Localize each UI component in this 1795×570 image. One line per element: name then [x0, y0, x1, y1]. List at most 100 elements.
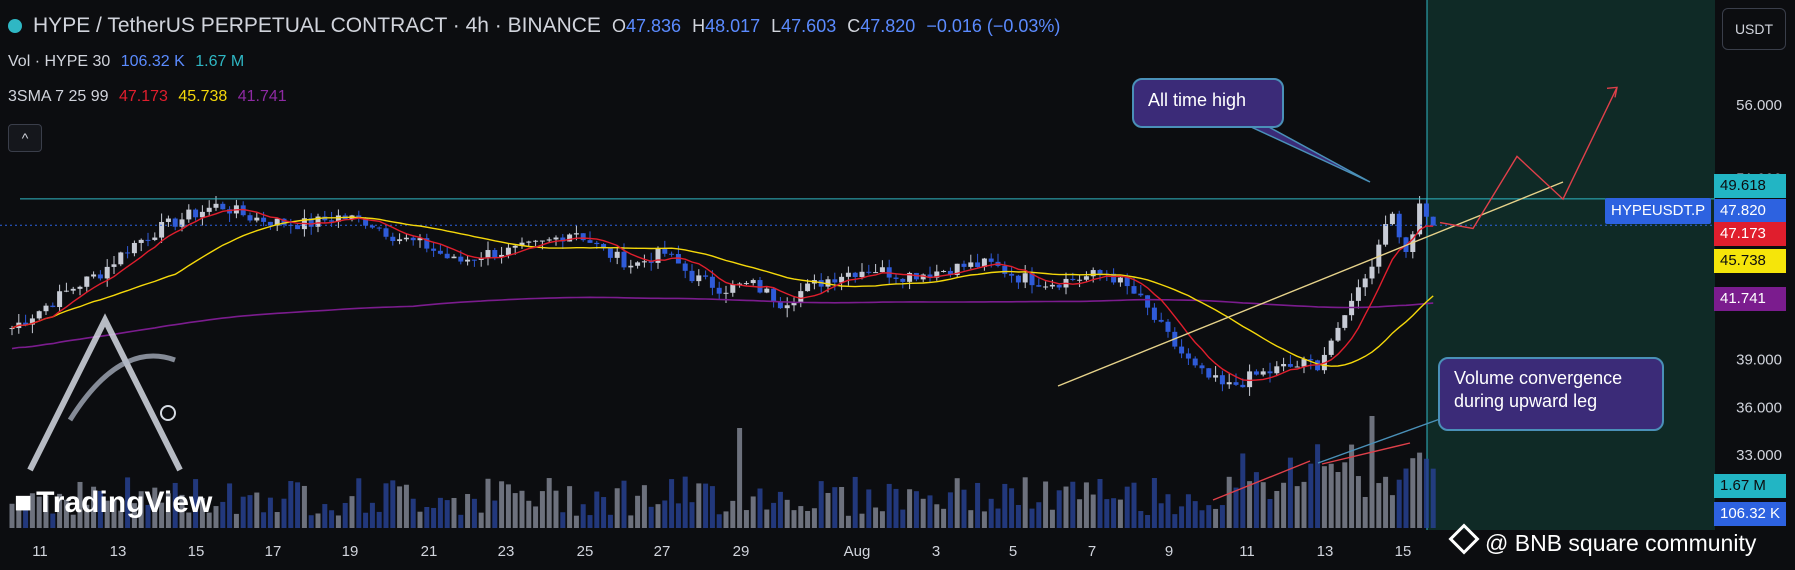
- candle-body: [261, 217, 267, 222]
- volume-bar: [1029, 508, 1035, 528]
- volume-bar: [723, 511, 729, 528]
- price-tag: 1.67 M: [1714, 474, 1786, 498]
- volume-bar: [220, 501, 226, 528]
- volume-bar: [1389, 495, 1395, 528]
- high-value: 48.017: [705, 16, 761, 36]
- volume-bar: [1226, 476, 1232, 528]
- candle-body: [57, 291, 63, 308]
- volume-bar: [832, 487, 838, 528]
- volume-bar: [104, 500, 110, 528]
- volume-bar: [635, 495, 641, 528]
- volume-bar: [587, 515, 593, 528]
- time-axis-panel[interactable]: [0, 530, 1795, 570]
- open-value: 47.836: [625, 16, 682, 36]
- callout-all-time-high: All time high: [1132, 78, 1284, 128]
- candle-body: [641, 261, 647, 263]
- forecast-arrowhead: [1606, 86, 1618, 98]
- volume-bar: [458, 514, 464, 528]
- sma25-line: [11, 216, 1434, 367]
- x-tick-label: 11: [32, 543, 48, 560]
- symbol-tag: HYPEUSDT.P: [1605, 198, 1712, 224]
- candle-body: [1240, 384, 1246, 388]
- price-tag: 41.741: [1714, 287, 1786, 311]
- volume-bar: [1179, 506, 1185, 528]
- candle-body: [1070, 278, 1076, 281]
- candle-body: [363, 217, 369, 226]
- low-label: L: [771, 16, 782, 36]
- candle-body: [662, 247, 668, 254]
- candle-body: [1056, 284, 1062, 288]
- volume-bar: [478, 512, 484, 528]
- candle-body: [1138, 293, 1144, 296]
- candle-body: [947, 270, 953, 276]
- volume-bar: [492, 500, 498, 528]
- volume-bar: [1233, 487, 1239, 528]
- candle-body: [131, 242, 137, 254]
- open-label: O: [611, 16, 626, 36]
- volume-bar: [471, 498, 477, 528]
- volume-bar: [91, 486, 97, 528]
- candle-body: [1158, 319, 1164, 322]
- logo-swoosh: [67, 353, 176, 422]
- volume-value: 106.32 K: [120, 53, 185, 70]
- candle-body: [648, 261, 654, 263]
- candle-body: [1260, 371, 1266, 375]
- sma7-value: 47.173: [118, 88, 168, 105]
- candle-body: [737, 283, 743, 285]
- x-tick-label: 21: [421, 543, 438, 560]
- volume-bar: [247, 495, 253, 528]
- candle-body: [832, 279, 838, 283]
- close-label: C: [847, 16, 861, 36]
- candle-body: [356, 215, 362, 218]
- candle-body: [900, 278, 906, 282]
- volume-bar: [675, 503, 681, 528]
- candle-body: [519, 242, 525, 246]
- symbol-title[interactable]: HYPE / TetherUS PERPETUAL CONTRACT · 4h …: [33, 14, 601, 37]
- volume-bar: [1206, 505, 1212, 528]
- candle-body: [281, 218, 287, 225]
- candle-body: [1185, 353, 1191, 359]
- candle-body: [580, 233, 586, 241]
- volume-bar: [920, 498, 926, 528]
- volume-bar: [1342, 462, 1348, 528]
- candle-body: [138, 239, 144, 243]
- volume-bar: [179, 494, 185, 528]
- volume-bar: [1321, 466, 1327, 528]
- logo-triangle: [27, 313, 183, 472]
- legend-volume[interactable]: Vol · HYPE 30 106.32 K 1.67 M: [8, 53, 250, 71]
- volume-bar: [138, 491, 144, 528]
- chevron-up-icon: ^: [21, 130, 29, 146]
- x-tick-label: 5: [1009, 543, 1017, 560]
- volume-bar: [662, 500, 668, 528]
- candle-body: [1335, 327, 1341, 341]
- candle-body: [539, 240, 545, 242]
- candle-body: [505, 247, 511, 255]
- collapse-legend-button[interactable]: ^: [8, 124, 42, 152]
- price-tag: 45.738: [1714, 249, 1786, 273]
- forecast-path: [1439, 87, 1618, 230]
- volume-bar: [689, 502, 695, 528]
- volume-bar: [805, 511, 811, 528]
- volume-bar: [716, 514, 722, 528]
- price-tag: 47.173: [1714, 222, 1786, 246]
- volume-bar: [737, 428, 743, 528]
- candle-body: [526, 241, 532, 243]
- candle-body: [1389, 213, 1395, 225]
- candle-body: [36, 311, 42, 319]
- volume-bar: [499, 481, 505, 528]
- x-tick-label: 29: [733, 543, 750, 560]
- volume-bar: [533, 506, 539, 528]
- candle-body: [1090, 270, 1096, 277]
- candle-body: [873, 272, 879, 274]
- volume-bar: [274, 512, 280, 528]
- volume-bar: [9, 503, 15, 528]
- currency-button[interactable]: USDT: [1722, 8, 1786, 50]
- volume-bar: [410, 498, 416, 528]
- candle-body: [777, 301, 783, 309]
- volume-bar: [784, 499, 790, 528]
- candle-body: [1117, 277, 1123, 283]
- legend-sma[interactable]: 3SMA 7 25 99 47.173 45.738 41.741: [8, 88, 293, 106]
- candle-body: [628, 265, 634, 268]
- volume-bar: [172, 482, 178, 528]
